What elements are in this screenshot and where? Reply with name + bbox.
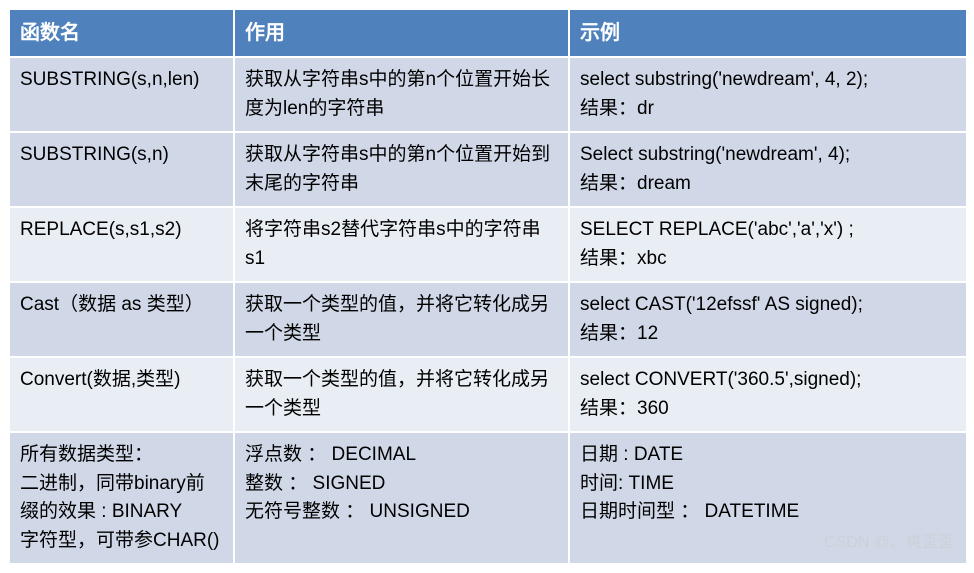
cell-example: select CONVERT('360.5',signed); 结果：360	[569, 357, 967, 432]
cell-function-name: SUBSTRING(s,n,len)	[9, 57, 234, 132]
cell-purpose: 获取从字符串s中的第n个位置开始到末尾的字符串	[234, 132, 569, 207]
cell-example: SELECT REPLACE('abc','a','x') ; 结果：xbc	[569, 207, 967, 282]
table-row: Convert(数据,类型) 获取一个类型的值，并将它转化成另一个类型 sele…	[9, 357, 967, 432]
cell-example: select CAST('12efssf' AS signed); 结果：12	[569, 282, 967, 357]
cell-function-name: SUBSTRING(s,n)	[9, 132, 234, 207]
cell-function-name: Cast（数据 as 类型）	[9, 282, 234, 357]
cell-purpose: 获取一个类型的值，并将它转化成另一个类型	[234, 357, 569, 432]
cell-purpose: 浮点数 ： DECIMAL 整数 ： SIGNED 无符号整数 ： UNSIGN…	[234, 432, 569, 564]
cell-purpose: 将字符串s2替代字符串s中的字符串s1	[234, 207, 569, 282]
table-row: Cast（数据 as 类型） 获取一个类型的值，并将它转化成另一个类型 sele…	[9, 282, 967, 357]
cell-purpose: 获取一个类型的值，并将它转化成另一个类型	[234, 282, 569, 357]
header-col-example: 示例	[569, 9, 967, 57]
cell-function-name: 所有数据类型： 二进制，同带binary前缀的效果 : BINARY 字符型，可…	[9, 432, 234, 564]
table-row: REPLACE(s,s1,s2) 将字符串s2替代字符串s中的字符串s1 SEL…	[9, 207, 967, 282]
cell-function-name: REPLACE(s,s1,s2)	[9, 207, 234, 282]
table-row: 所有数据类型： 二进制，同带binary前缀的效果 : BINARY 字符型，可…	[9, 432, 967, 564]
cell-example: Select substring('newdream', 4); 结果：drea…	[569, 132, 967, 207]
sql-functions-table: 函数名 作用 示例 SUBSTRING(s,n,len) 获取从字符串s中的第n…	[8, 8, 968, 565]
header-col-purpose: 作用	[234, 9, 569, 57]
cell-purpose: 获取从字符串s中的第n个位置开始长度为len的字符串	[234, 57, 569, 132]
cell-example: 日期 : DATE 时间: TIME 日期时间型 ： DATETIME	[569, 432, 967, 564]
header-col-function-name: 函数名	[9, 9, 234, 57]
table-header-row: 函数名 作用 示例	[9, 9, 967, 57]
cell-function-name: Convert(数据,类型)	[9, 357, 234, 432]
table-row: SUBSTRING(s,n,len) 获取从字符串s中的第n个位置开始长度为le…	[9, 57, 967, 132]
cell-example: select substring('newdream', 4, 2); 结果：d…	[569, 57, 967, 132]
table-row: SUBSTRING(s,n) 获取从字符串s中的第n个位置开始到末尾的字符串 S…	[9, 132, 967, 207]
